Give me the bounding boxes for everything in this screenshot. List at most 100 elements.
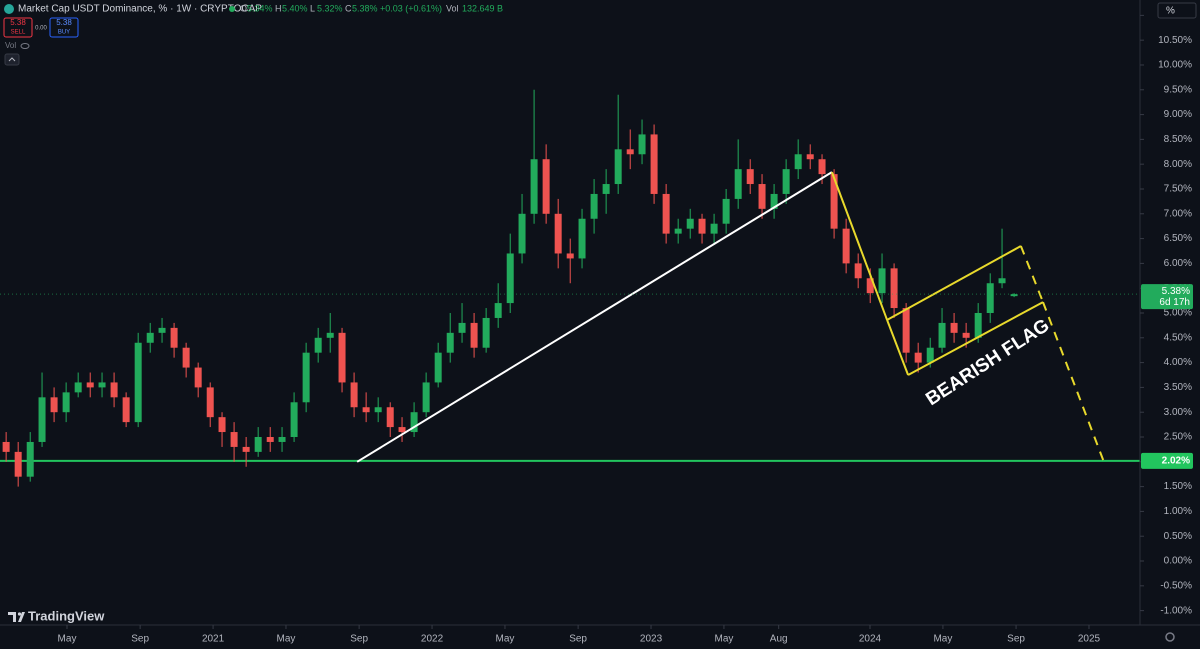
x-tick-label: Sep [350,634,368,645]
price-axis [1140,0,1200,649]
candle-body [566,253,574,259]
trend-line [886,245,1022,321]
y-tick-label: 10.00% [1158,60,1192,71]
indicator-label: Vol [5,41,16,50]
candle-body [242,446,250,452]
buy-button[interactable] [49,17,79,38]
x-tick-label: 2021 [202,634,225,645]
x-tick-label: Sep [1007,634,1025,645]
candle-body [842,228,850,264]
support-label: 2.02% [1162,455,1190,466]
candle-body [350,382,358,408]
candle-body [830,174,838,229]
ohlc-key: L [310,3,315,13]
candle-body [158,327,166,333]
unit-box[interactable] [1157,2,1197,19]
symbol-title: Market Cap USDT Dominance, % · 1W · CRYP… [18,4,262,15]
candle-body [902,308,910,353]
candle-body [554,213,562,254]
candle-body [422,382,430,413]
candle-body [926,347,934,363]
x-tick-label: May [496,634,515,645]
y-tick-label: 9.00% [1164,109,1192,120]
candle-body [266,437,274,442]
ohlc-key: H [275,3,282,13]
y-tick-label: 10.50% [1158,35,1192,46]
candle-body [410,412,418,433]
y-tick-label: 6.00% [1164,258,1192,269]
candle-body [914,352,922,363]
ohlc-value: 5.34% [247,3,273,13]
settings-icon[interactable] [1165,632,1175,642]
candle-body [398,427,406,433]
candle-body [626,149,634,155]
brand-icon-dot [17,612,22,616]
candle-body [674,228,682,234]
candle-body [110,382,118,398]
x-tick-label: May [277,634,296,645]
ohlc-value: 5.40% [282,3,308,13]
candle-body [758,184,766,209]
candle-body [98,382,106,388]
candle-body [794,154,802,170]
candle-body [542,159,550,214]
candle-body [194,367,202,388]
candle-body [1010,294,1018,297]
sell-button[interactable] [3,17,33,38]
last-price-box [1141,284,1193,310]
y-tick-label: 1.50% [1164,481,1192,492]
candle-body [482,317,490,348]
candle-body [386,407,394,428]
ohlc-value: 5.38% [352,3,378,13]
x-tick-label: 2023 [640,634,663,645]
candle-body [962,332,970,338]
candle-body [878,268,886,294]
last-price-label: 5.38% [1162,286,1190,297]
trend-line [356,171,833,463]
status-dot [229,6,235,12]
trend-line [1042,301,1105,463]
candle-body [950,322,958,333]
candle-body [854,263,862,279]
y-tick-label: 7.50% [1164,184,1192,195]
y-tick-label: 4.50% [1164,332,1192,343]
candle-body [326,332,334,338]
candle-body [506,253,514,304]
candle-body [74,382,82,393]
x-tick-label: May [58,634,77,645]
y-tick-label: 8.50% [1164,134,1192,145]
x-tick-label: May [933,634,952,645]
y-tick-label: 9.50% [1164,84,1192,95]
candle-body [14,451,22,477]
header: Market Cap USDT Dominance, % · 1W · CRYP… [3,3,503,66]
candle-body [434,352,442,383]
x-tick-label: Aug [770,634,788,645]
ohlc-key: O [240,3,247,13]
x-tick-label: 2024 [859,634,882,645]
candle-body [458,322,466,333]
axes: -1.00%-0.50%0.00%0.50%1.00%1.50%2.00%2.5… [58,10,1193,645]
candle-body [254,437,262,452]
buy-price: 5.38 [56,18,72,27]
candle-body [698,218,706,234]
y-tick-label: 0.50% [1164,531,1192,542]
ohlc-value: 5.32% [317,3,343,13]
candle-body [866,278,874,294]
x-tick-label: May [714,634,733,645]
sell-price: 5.38 [10,18,26,27]
candle-body [218,417,226,433]
y-tick-label: 8.00% [1164,159,1192,170]
candle-body [638,134,646,155]
collapse-button[interactable] [4,53,20,66]
visibility-icon[interactable] [20,43,30,49]
y-tick-label: 3.00% [1164,407,1192,418]
candle-body [446,332,454,353]
candle-body [602,184,610,194]
y-tick-label: 4.00% [1164,357,1192,368]
candle-body [686,218,694,229]
candle-body [818,159,826,175]
candle-body [362,407,370,413]
candle-body [2,441,10,452]
y-tick-label: 5.00% [1164,308,1192,319]
